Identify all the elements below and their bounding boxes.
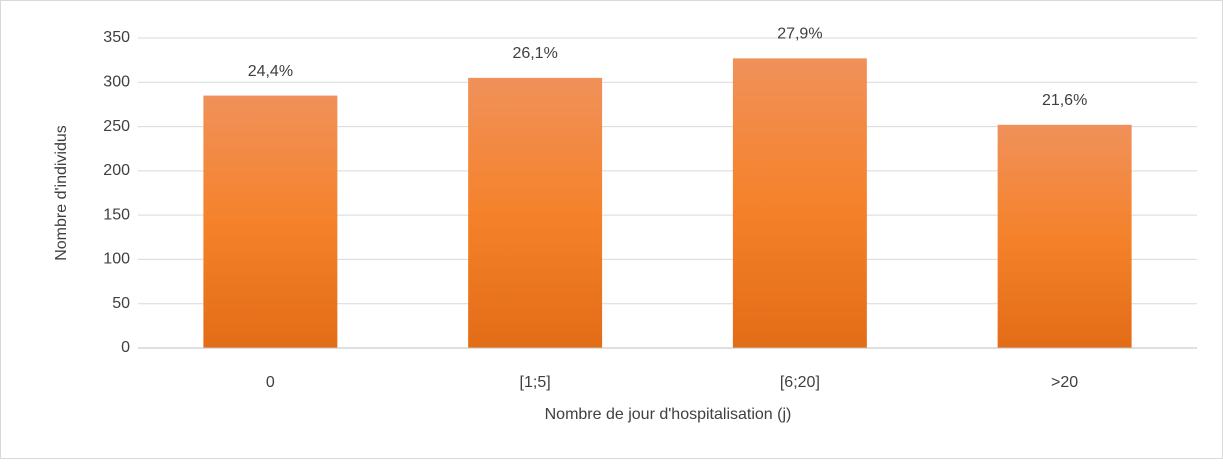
y-tick-label: 200 (103, 162, 130, 179)
data-label: 21,6% (1042, 92, 1087, 109)
y-tick-label: 100 (103, 251, 130, 268)
x-tick-label: [6;20] (780, 374, 820, 391)
y-tick-label: 0 (121, 339, 130, 356)
data-label: 27,9% (777, 26, 822, 43)
bar (203, 95, 338, 348)
y-tick-label: 350 (103, 29, 130, 46)
data-label: 26,1% (512, 45, 557, 62)
y-tick-label: 50 (112, 295, 130, 312)
bar (732, 58, 867, 348)
x-tick-label: 0 (266, 374, 275, 391)
y-tick-label: 150 (103, 206, 130, 223)
y-axis-label: Nombre d'individus (53, 125, 70, 261)
y-tick-label: 300 (103, 74, 130, 91)
bar (468, 77, 603, 348)
data-label: 24,4% (248, 63, 293, 80)
x-tick-label: >20 (1051, 374, 1078, 391)
x-tick-label: [1;5] (520, 374, 551, 391)
y-tick-label: 250 (103, 118, 130, 135)
x-axis-label: Nombre de jour d'hospitalisation (j) (545, 406, 792, 423)
bar (997, 124, 1132, 348)
